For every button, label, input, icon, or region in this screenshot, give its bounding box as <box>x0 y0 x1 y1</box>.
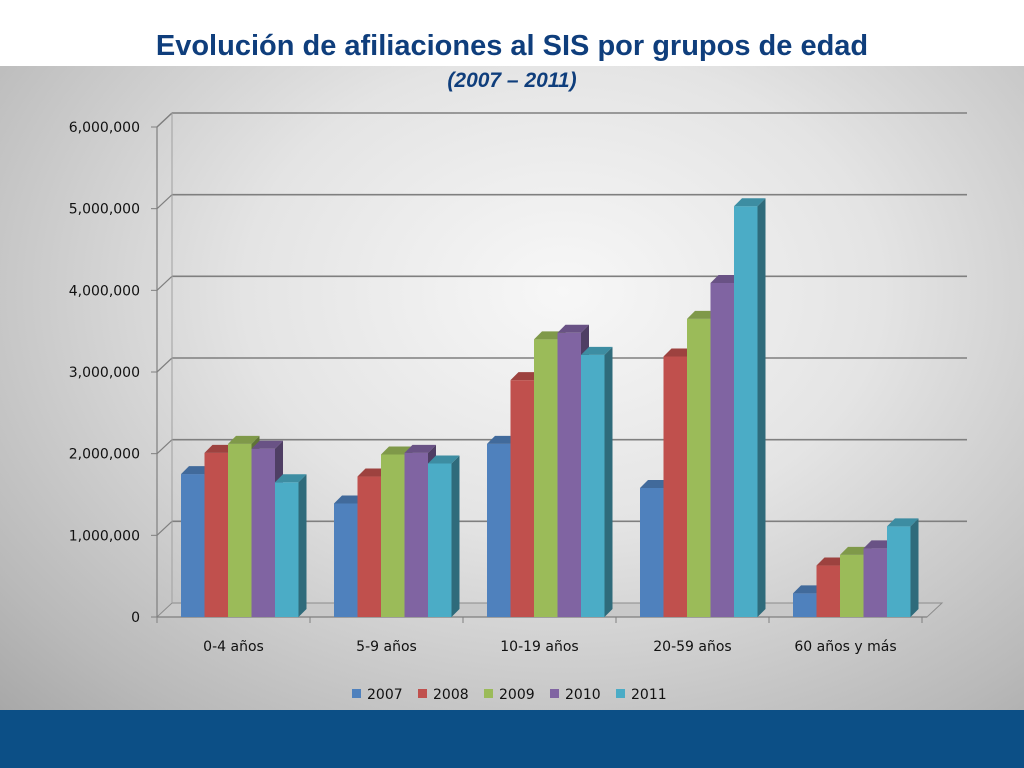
bar-front <box>887 526 911 617</box>
bar-front <box>275 482 299 617</box>
legend-item: 2011 <box>616 687 667 703</box>
legend-swatch <box>484 689 493 698</box>
bar-side <box>910 518 919 617</box>
x-tick-label: 20-59 años <box>653 639 731 655</box>
bar-front <box>687 318 711 617</box>
bar-top <box>381 446 413 455</box>
bar-front <box>793 593 817 617</box>
y-tick-label: 5,000,000 <box>69 202 140 218</box>
gridline-depth <box>156 275 173 291</box>
bar-front <box>228 443 252 617</box>
bar-chart: 0 1,000,000 2,000,000 3,000,000 4,000,000 5,0… <box>69 112 967 703</box>
y-tick-label: 2,000,000 <box>69 447 140 463</box>
bar-front <box>487 443 511 617</box>
legend-swatch <box>616 689 625 698</box>
bar-top <box>887 518 919 527</box>
y-tick-label: 0 <box>131 610 140 626</box>
bar-top <box>404 444 436 453</box>
bar-front <box>534 339 558 617</box>
legend-item: 2007 <box>352 687 403 703</box>
legend-item: 2009 <box>484 687 535 703</box>
bar-front <box>557 332 581 617</box>
bar-front <box>428 463 452 617</box>
bar-front <box>381 454 405 617</box>
bar-front <box>663 356 687 617</box>
bar-top <box>734 198 766 207</box>
bar-top <box>581 346 613 355</box>
bar-front <box>510 380 534 617</box>
legend-swatch <box>352 689 361 698</box>
y-tick-label: 6,000,000 <box>69 120 140 136</box>
x-tick-label: 10-19 años <box>500 639 578 655</box>
bar-side <box>604 346 613 617</box>
bar <box>734 198 766 617</box>
bar-top <box>428 455 460 464</box>
bar-front <box>404 452 428 617</box>
x-tick-label: 5-9 años <box>356 639 417 655</box>
bar-front <box>334 503 358 617</box>
bar-side <box>298 474 307 617</box>
legend-label: 2007 <box>367 687 403 703</box>
x-tick-label: 0-4 años <box>203 639 264 655</box>
bar-side <box>451 455 460 617</box>
x-tick-label: 60 años y más <box>794 639 896 655</box>
bar-top <box>228 435 260 444</box>
slide-subtitle: (2007 – 2011) <box>447 69 577 92</box>
footer-bar <box>0 710 1024 768</box>
bar-top <box>557 324 589 333</box>
y-tick-label: 3,000,000 <box>69 365 140 381</box>
bar <box>428 455 460 617</box>
gridline-depth <box>156 194 173 210</box>
legend-label: 2010 <box>565 687 601 703</box>
bar-top <box>275 474 307 483</box>
legend-swatch <box>550 689 559 698</box>
y-tick-label: 4,000,000 <box>69 283 140 299</box>
bar <box>887 518 919 617</box>
axes: 0 1,000,000 2,000,000 3,000,000 4,000,000 5,0… <box>69 112 927 626</box>
bar-front <box>204 452 228 617</box>
bar-front <box>251 448 275 617</box>
bar-top <box>251 440 283 449</box>
bar-front <box>710 282 734 617</box>
bar-front <box>863 548 887 617</box>
legend-item: 2008 <box>418 687 469 703</box>
slide-title: Evolución de afiliaciones al SIS por gru… <box>155 30 869 62</box>
bar-front <box>581 354 605 617</box>
bar-front <box>181 474 205 617</box>
bar-front <box>734 206 758 617</box>
bar-side <box>757 198 766 617</box>
legend-item: 2010 <box>550 687 601 703</box>
bar <box>581 346 613 617</box>
gridline-depth <box>156 520 173 536</box>
bar-front <box>816 565 840 617</box>
bar-front <box>640 487 664 617</box>
legend-label: 2008 <box>433 687 469 703</box>
bars <box>181 198 919 617</box>
bar <box>275 474 307 617</box>
x-axis-labels: 0-4 años 5-9 años 10-19 años 20-59 años 60 a… <box>203 639 896 655</box>
gridline-depth <box>156 357 173 373</box>
bar-front <box>357 476 381 617</box>
y-axis-top <box>156 112 173 128</box>
y-tick-label: 1,000,000 <box>69 528 140 544</box>
legend-swatch <box>418 689 427 698</box>
legend: 2007 2008 2009 2010 2011 <box>352 687 667 703</box>
legend-label: 2011 <box>631 687 667 703</box>
bar-front <box>840 554 864 617</box>
legend-label: 2009 <box>499 687 535 703</box>
gridline-depth <box>156 439 173 455</box>
